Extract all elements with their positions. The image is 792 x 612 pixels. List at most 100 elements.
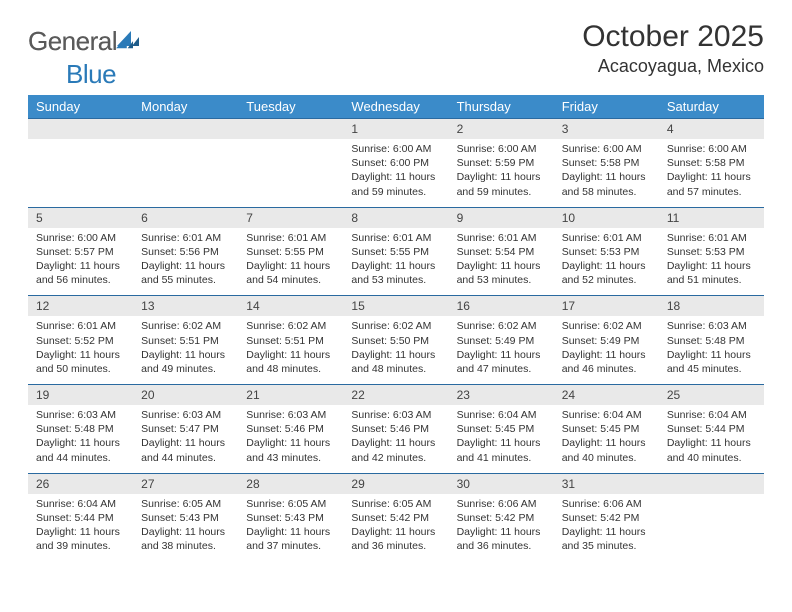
sunset-text: Sunset: 5:54 PM [457, 245, 546, 259]
day-number-cell: 21 [238, 385, 343, 406]
sunrise-text: Sunrise: 6:04 AM [667, 408, 756, 422]
day-header-row: Sunday Monday Tuesday Wednesday Thursday… [28, 95, 764, 119]
sunset-text: Sunset: 5:59 PM [457, 156, 546, 170]
sunset-text: Sunset: 5:53 PM [667, 245, 756, 259]
daylight-text: Daylight: 11 hours and 57 minutes. [667, 170, 756, 198]
day-content-cell: Sunrise: 6:03 AMSunset: 5:48 PMDaylight:… [659, 316, 764, 384]
sunrise-text: Sunrise: 6:05 AM [351, 497, 440, 511]
sunrise-text: Sunrise: 6:01 AM [36, 319, 125, 333]
sunrise-text: Sunrise: 6:00 AM [457, 142, 546, 156]
day-number-cell: 25 [659, 385, 764, 406]
sunrise-text: Sunrise: 6:00 AM [351, 142, 440, 156]
sunrise-text: Sunrise: 6:03 AM [351, 408, 440, 422]
day-number-cell: 12 [28, 296, 133, 317]
day-content-cell: Sunrise: 6:04 AMSunset: 5:44 PMDaylight:… [659, 405, 764, 473]
day-content-cell: Sunrise: 6:02 AMSunset: 5:51 PMDaylight:… [133, 316, 238, 384]
daylight-text: Daylight: 11 hours and 48 minutes. [351, 348, 440, 376]
daylight-text: Daylight: 11 hours and 42 minutes. [351, 436, 440, 464]
day-number-cell: 19 [28, 385, 133, 406]
daylight-text: Daylight: 11 hours and 50 minutes. [36, 348, 125, 376]
day-number-cell [659, 473, 764, 494]
week-daynum-row: 12131415161718 [28, 296, 764, 317]
daylight-text: Daylight: 11 hours and 59 minutes. [457, 170, 546, 198]
sunset-text: Sunset: 5:45 PM [562, 422, 651, 436]
sunrise-text: Sunrise: 6:01 AM [246, 231, 335, 245]
sunset-text: Sunset: 5:50 PM [351, 334, 440, 348]
daylight-text: Daylight: 11 hours and 53 minutes. [351, 259, 440, 287]
sunrise-text: Sunrise: 6:04 AM [562, 408, 651, 422]
day-content-cell: Sunrise: 6:00 AMSunset: 5:57 PMDaylight:… [28, 228, 133, 296]
day-content-cell: Sunrise: 6:02 AMSunset: 5:49 PMDaylight:… [554, 316, 659, 384]
day-content-cell: Sunrise: 6:02 AMSunset: 5:49 PMDaylight:… [449, 316, 554, 384]
daylight-text: Daylight: 11 hours and 44 minutes. [36, 436, 125, 464]
day-content-cell: Sunrise: 6:03 AMSunset: 5:48 PMDaylight:… [28, 405, 133, 473]
sunrise-text: Sunrise: 6:00 AM [562, 142, 651, 156]
sunset-text: Sunset: 5:46 PM [246, 422, 335, 436]
sunset-text: Sunset: 5:44 PM [667, 422, 756, 436]
week-daynum-row: 567891011 [28, 207, 764, 228]
sunset-text: Sunset: 5:48 PM [36, 422, 125, 436]
day-content-cell: Sunrise: 6:01 AMSunset: 5:53 PMDaylight:… [554, 228, 659, 296]
day-number-cell: 13 [133, 296, 238, 317]
sunset-text: Sunset: 5:53 PM [562, 245, 651, 259]
sunset-text: Sunset: 5:56 PM [141, 245, 230, 259]
header: General GeneralBlue October 2025 Acacoya… [28, 20, 764, 77]
day-content-cell: Sunrise: 6:00 AMSunset: 5:58 PMDaylight:… [659, 139, 764, 207]
day-content-cell: Sunrise: 6:00 AMSunset: 5:59 PMDaylight:… [449, 139, 554, 207]
dayname-1: Monday [133, 95, 238, 119]
daylight-text: Daylight: 11 hours and 55 minutes. [141, 259, 230, 287]
day-number-cell: 1 [343, 119, 448, 140]
daylight-text: Daylight: 11 hours and 51 minutes. [667, 259, 756, 287]
day-content-cell: Sunrise: 6:05 AMSunset: 5:42 PMDaylight:… [343, 494, 448, 562]
day-number-cell: 23 [449, 385, 554, 406]
daylight-text: Daylight: 11 hours and 36 minutes. [351, 525, 440, 553]
day-content-cell: Sunrise: 6:03 AMSunset: 5:47 PMDaylight:… [133, 405, 238, 473]
sunrise-text: Sunrise: 6:03 AM [141, 408, 230, 422]
sunset-text: Sunset: 5:58 PM [562, 156, 651, 170]
sunset-text: Sunset: 5:51 PM [141, 334, 230, 348]
day-number-cell: 18 [659, 296, 764, 317]
sunset-text: Sunset: 5:49 PM [457, 334, 546, 348]
sunset-text: Sunset: 5:55 PM [351, 245, 440, 259]
day-content-cell: Sunrise: 6:00 AMSunset: 6:00 PMDaylight:… [343, 139, 448, 207]
day-content-cell: Sunrise: 6:05 AMSunset: 5:43 PMDaylight:… [238, 494, 343, 562]
location: Acacoyagua, Mexico [582, 56, 764, 77]
day-number-cell: 6 [133, 207, 238, 228]
sunrise-text: Sunrise: 6:01 AM [351, 231, 440, 245]
sunrise-text: Sunrise: 6:02 AM [246, 319, 335, 333]
logo-sail-icon [115, 26, 135, 57]
week-daynum-row: 262728293031 [28, 473, 764, 494]
week-content-row: Sunrise: 6:00 AMSunset: 6:00 PMDaylight:… [28, 139, 764, 207]
day-number-cell: 11 [659, 207, 764, 228]
sunrise-text: Sunrise: 6:04 AM [36, 497, 125, 511]
sunset-text: Sunset: 5:52 PM [36, 334, 125, 348]
day-number-cell: 5 [28, 207, 133, 228]
sunrise-text: Sunrise: 6:03 AM [36, 408, 125, 422]
day-content-cell: Sunrise: 6:02 AMSunset: 5:51 PMDaylight:… [238, 316, 343, 384]
daylight-text: Daylight: 11 hours and 44 minutes. [141, 436, 230, 464]
sunset-text: Sunset: 5:47 PM [141, 422, 230, 436]
dayname-2: Tuesday [238, 95, 343, 119]
daylight-text: Daylight: 11 hours and 49 minutes. [141, 348, 230, 376]
sunset-text: Sunset: 5:49 PM [562, 334, 651, 348]
day-number-cell: 29 [343, 473, 448, 494]
sunrise-text: Sunrise: 6:01 AM [141, 231, 230, 245]
sunrise-text: Sunrise: 6:02 AM [141, 319, 230, 333]
day-number-cell: 26 [28, 473, 133, 494]
day-number-cell: 24 [554, 385, 659, 406]
day-number-cell: 9 [449, 207, 554, 228]
calendar-table: Sunday Monday Tuesday Wednesday Thursday… [28, 95, 764, 561]
sunset-text: Sunset: 5:42 PM [351, 511, 440, 525]
daylight-text: Daylight: 11 hours and 40 minutes. [667, 436, 756, 464]
logo-word-1: General [28, 26, 117, 56]
day-number-cell: 10 [554, 207, 659, 228]
sunset-text: Sunset: 5:48 PM [667, 334, 756, 348]
day-number-cell: 30 [449, 473, 554, 494]
sunrise-text: Sunrise: 6:01 AM [562, 231, 651, 245]
day-content-cell [133, 139, 238, 207]
day-number-cell: 2 [449, 119, 554, 140]
sunrise-text: Sunrise: 6:00 AM [36, 231, 125, 245]
day-number-cell: 15 [343, 296, 448, 317]
daylight-text: Daylight: 11 hours and 47 minutes. [457, 348, 546, 376]
day-number-cell [238, 119, 343, 140]
